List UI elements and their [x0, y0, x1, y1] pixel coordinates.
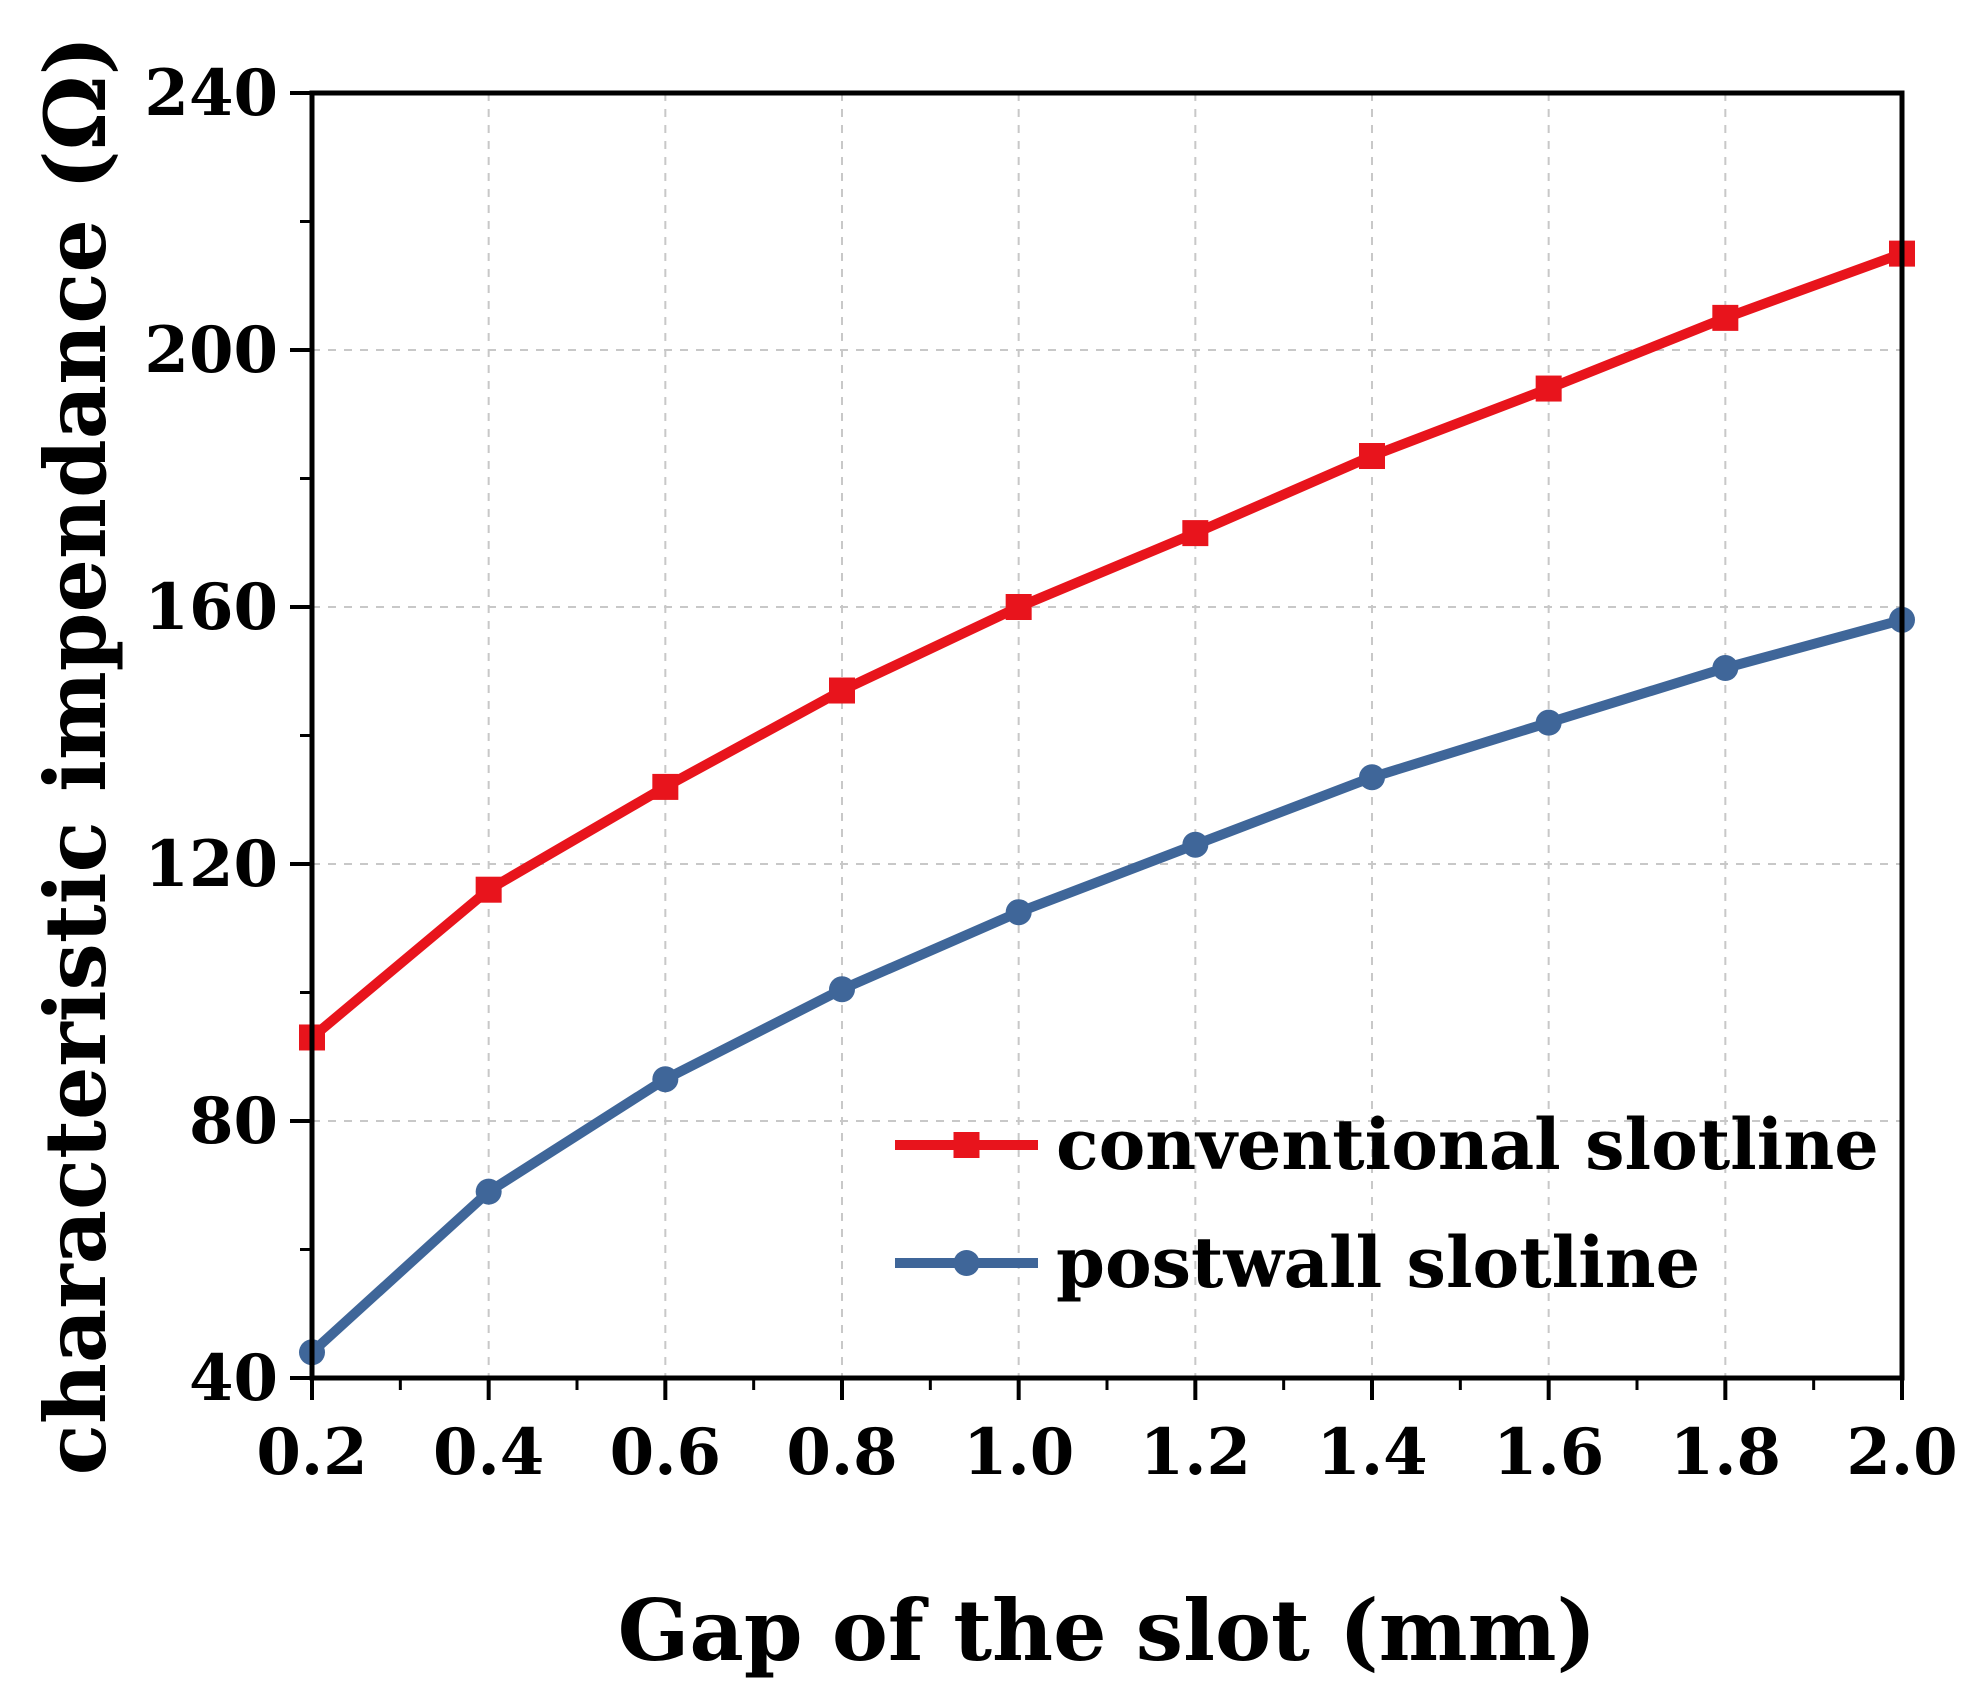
data-point	[475, 876, 502, 903]
series-group	[299, 240, 1915, 1366]
x-tick-label: 0.4	[433, 1415, 544, 1490]
data-point	[1005, 594, 1032, 620]
legend-label: postwall slotline	[1056, 1221, 1700, 1304]
legend-item: conventional slotline	[895, 1103, 1879, 1186]
legend-label: conventional slotline	[1056, 1103, 1879, 1186]
y-tick-label: 120	[144, 827, 278, 902]
y-tick-label: 240	[144, 56, 278, 131]
legend: conventional slotline postwall slotline	[895, 1103, 1879, 1304]
data-point	[652, 1066, 679, 1093]
series-line	[307, 614, 1907, 1358]
y-tick-label: 200	[144, 313, 278, 388]
data-point	[1359, 443, 1385, 470]
data-point	[829, 677, 855, 704]
data-point	[1712, 655, 1739, 682]
data-point	[1182, 831, 1209, 858]
x-tick-label: 1.8	[1670, 1415, 1781, 1490]
x-tick-label: 1.4	[1316, 1415, 1427, 1490]
x-tick-label: 0.2	[256, 1415, 367, 1490]
x-tick-label: 1.0	[963, 1415, 1074, 1490]
x-tick-label: 1.2	[1140, 1415, 1251, 1490]
data-point	[1535, 375, 1562, 402]
y-tick-label: 40	[189, 1341, 278, 1416]
y-tick-label: 80	[189, 1084, 278, 1159]
y-axis-title: characteristic impendance (Ω)	[26, 36, 125, 1476]
data-point	[1359, 764, 1385, 791]
data-point	[1005, 899, 1032, 926]
x-tick-label: 2.0	[1846, 1415, 1957, 1490]
data-point	[1182, 520, 1209, 547]
axes: 0.2 0.4 0.6 0.8 1.0 1.2 1.4 1.6 1.8 2.0 40 80 120 160…	[144, 56, 1957, 1490]
x-tick-label: 1.6	[1493, 1415, 1604, 1490]
legend-item: postwall slotline	[895, 1221, 1700, 1304]
x-tick-label: 0.8	[786, 1415, 897, 1490]
series-line	[307, 248, 1907, 1043]
legend-marker	[953, 1132, 980, 1158]
series-conventional-slotline	[299, 240, 1915, 1051]
data-point	[829, 976, 855, 1003]
x-tick-label: 0.6	[610, 1415, 721, 1490]
x-axis-title: Gap of the slot (mm)	[618, 1581, 1597, 1680]
data-point	[1712, 304, 1739, 331]
data-point	[1535, 709, 1562, 736]
legend-marker	[953, 1250, 980, 1276]
data-point	[652, 773, 679, 800]
data-point	[475, 1178, 502, 1205]
y-tick-label: 160	[144, 570, 278, 645]
